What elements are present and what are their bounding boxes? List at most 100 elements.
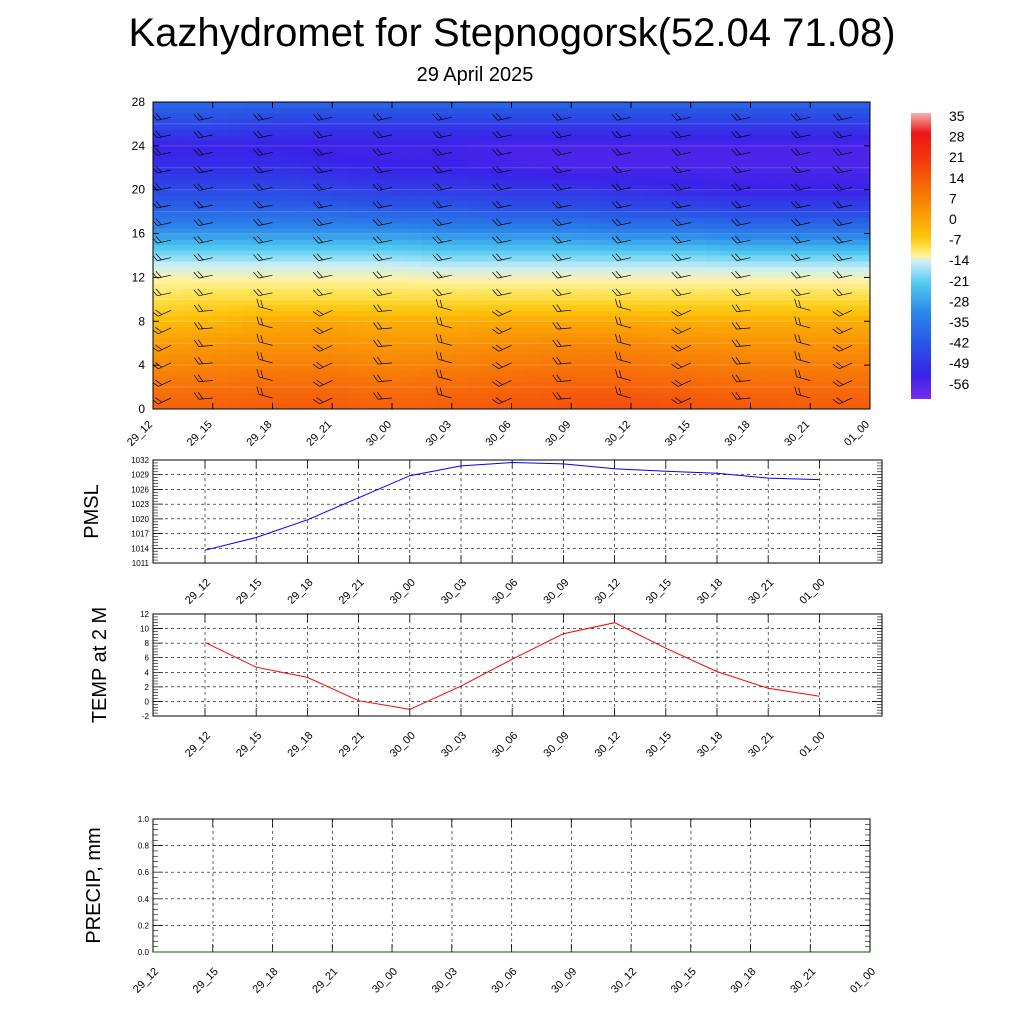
heatmap-cell <box>347 222 363 229</box>
heatmap-cell <box>377 173 393 180</box>
heatmap-cell <box>601 370 617 377</box>
heatmap-xtick-label: 30_15 <box>663 419 693 449</box>
heatmap-cell <box>242 321 259 328</box>
wind-barb <box>312 362 333 370</box>
colorbar-label: -21 <box>949 273 969 289</box>
heatmap-cell <box>392 206 408 213</box>
heatmap-cell <box>227 189 244 196</box>
heatmap-cell <box>601 217 617 224</box>
heatmap-cell <box>466 102 483 109</box>
heatmap-cell <box>317 299 333 306</box>
heatmap-cell <box>272 222 289 229</box>
heatmap-cell <box>406 370 423 377</box>
heatmap-cell <box>302 239 318 246</box>
heatmap-cell <box>855 381 870 388</box>
heatmap-cell <box>675 129 692 136</box>
heatmap-cell <box>601 228 617 235</box>
heatmap-cell <box>735 381 752 388</box>
heatmap-cell <box>645 271 662 279</box>
heatmap-cell <box>332 129 348 136</box>
heatmap-cell <box>586 260 602 268</box>
heatmap-cell <box>660 304 677 311</box>
wind-barb <box>193 339 213 347</box>
wind-barb <box>671 344 691 352</box>
xtick-label: 30_00 <box>370 966 400 996</box>
heatmap-cell <box>167 348 184 355</box>
chart-subtitle: 29 April 2025 <box>416 64 534 86</box>
heatmap-cell <box>526 134 542 141</box>
heatmap-cell <box>541 392 557 399</box>
heatmap-cell <box>481 348 498 355</box>
heatmap-cell <box>466 112 483 120</box>
heatmap-cell <box>377 184 393 191</box>
heatmap-cell <box>392 282 408 289</box>
heatmap-cell <box>645 244 662 251</box>
heatmap-cell <box>167 250 184 257</box>
heatmap-cell <box>645 178 662 185</box>
heatmap-cell <box>466 282 483 289</box>
heatmap-cell <box>481 398 498 405</box>
heatmap-cell <box>153 123 169 131</box>
heatmap-cell <box>541 250 557 257</box>
heatmap-cell <box>840 370 856 377</box>
heatmap-cell <box>840 151 856 158</box>
heatmap-cell <box>153 381 169 388</box>
heatmap-cell <box>795 162 811 169</box>
heatmap-cell <box>242 228 259 235</box>
heatmap-cell <box>257 184 274 191</box>
heatmap-cell <box>436 228 453 235</box>
heatmap-cell <box>242 310 259 317</box>
heatmap-cell <box>825 332 841 339</box>
heatmap-cell <box>153 145 169 152</box>
heatmap-cell <box>332 359 348 366</box>
heatmap-cell <box>153 326 169 333</box>
heatmap-cell <box>825 167 841 174</box>
heatmap-cell <box>347 184 363 191</box>
heatmap-cell <box>153 206 169 213</box>
heatmap-cell <box>406 189 423 196</box>
heatmap-cell <box>601 178 617 185</box>
heatmap-cell <box>825 365 841 372</box>
heatmap-cell <box>750 217 767 224</box>
heatmap-cell <box>720 167 737 174</box>
heatmap-cell <box>167 403 184 409</box>
heatmap-cell <box>242 343 259 350</box>
heatmap-cell <box>556 107 572 114</box>
heatmap-cell <box>496 140 513 147</box>
heatmap-cell <box>855 359 870 366</box>
heatmap-cell <box>556 151 572 158</box>
wind-barb <box>615 386 632 399</box>
heatmap-cell <box>511 184 528 191</box>
heatmap-cell <box>302 233 318 240</box>
wind-barb <box>551 271 572 279</box>
wind-barb <box>193 218 213 226</box>
heatmap-cell <box>302 173 318 180</box>
heatmap-cell <box>242 260 259 268</box>
wind-barb <box>153 379 172 387</box>
heatmap-cell <box>705 315 722 322</box>
heatmap-cell <box>182 260 199 268</box>
heatmap-cell <box>571 332 587 339</box>
heatmap-cell <box>631 189 647 196</box>
ytick-label: 0.0 <box>138 948 150 957</box>
heatmap-cell <box>287 381 303 388</box>
wind-barb <box>432 183 452 191</box>
heatmap-cell <box>362 282 378 289</box>
heatmap-cell <box>601 167 617 174</box>
wind-barb <box>832 397 853 405</box>
heatmap-cell <box>795 200 811 207</box>
heatmap-cell <box>167 140 184 147</box>
heatmap-cell <box>631 381 647 388</box>
heatmap-cell <box>780 387 796 394</box>
heatmap-cell <box>645 217 662 224</box>
heatmap-cell <box>645 156 662 163</box>
heatmap-cell <box>377 123 393 131</box>
heatmap-cell <box>750 354 767 361</box>
ytick-label: 10 <box>140 625 149 634</box>
heatmap-cell <box>317 195 333 202</box>
heatmap-cell <box>780 189 796 196</box>
heatmap-cell <box>347 354 363 361</box>
heatmap-cell <box>840 354 856 361</box>
heatmap-cell <box>347 134 363 141</box>
heatmap-cell <box>406 107 423 114</box>
